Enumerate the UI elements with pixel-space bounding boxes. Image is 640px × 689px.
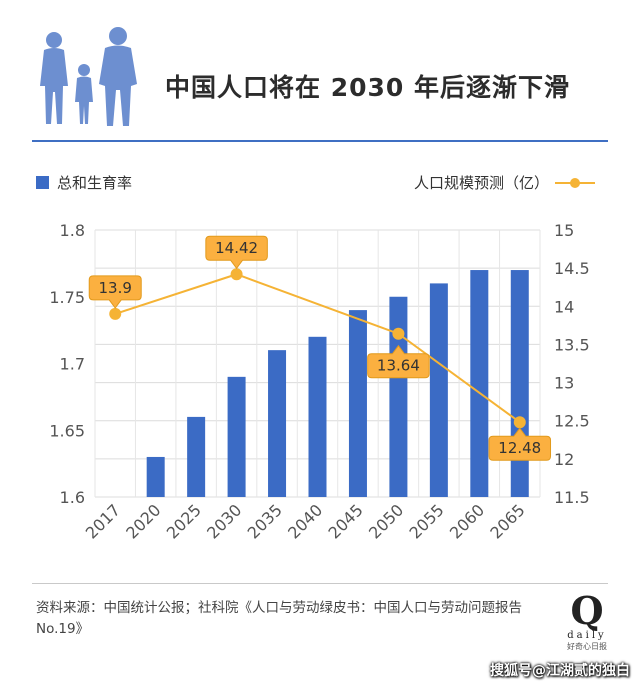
- line-point: [392, 327, 405, 340]
- logo-sub: 好奇心日报: [567, 642, 607, 651]
- x-tick-label: 2020: [122, 500, 164, 542]
- logo-letter: Q: [570, 588, 604, 633]
- bar: [227, 376, 246, 497]
- x-tick-label: 2025: [163, 500, 205, 542]
- population-line: [114, 273, 521, 424]
- brand-logo: Q daily 好奇心日报: [556, 592, 618, 652]
- line-legend-swatch: [555, 177, 596, 188]
- page-title: 中国人口将在 2030 年后逐渐下滑: [165, 73, 570, 102]
- data-label-text: 13.9: [99, 279, 132, 297]
- y-right-tick-label: 14: [554, 297, 574, 316]
- data-label-box: [367, 344, 430, 379]
- data-label: 12.48: [488, 427, 552, 461]
- data-label-box: [88, 275, 142, 309]
- x-tick-label: 2065: [486, 500, 528, 542]
- x-tick-label: 2030: [203, 500, 245, 542]
- data-label-text: 14.42: [215, 239, 258, 257]
- x-tick-label: 2060: [446, 500, 488, 542]
- bar: [268, 350, 287, 497]
- bar: [146, 456, 165, 497]
- legend-line: 人口规模预测（亿）: [414, 172, 596, 193]
- bar: [470, 270, 489, 497]
- data-label: 13.9: [88, 275, 142, 309]
- x-tick-label: 2017: [82, 500, 124, 542]
- bar-legend-label: 总和生育率: [57, 174, 133, 192]
- header-divider: [32, 140, 608, 142]
- bar: [429, 283, 448, 497]
- y-left-tick-label: 1.6: [60, 488, 85, 507]
- header: 中国人口将在 2030 年后逐渐下滑: [0, 0, 640, 142]
- watermark: 搜狐号@江湖贰的独白: [490, 663, 630, 679]
- chart: 13.9 14.42 13.64 12.48 1.6 1.65 1.7 1.75 1.8 11.…: [49, 221, 590, 543]
- data-label-box: [488, 427, 552, 461]
- y-right-tick-label: 15: [554, 221, 574, 240]
- line-point: [230, 268, 243, 281]
- bar: [308, 336, 327, 497]
- family-silhouette-icon: [40, 27, 137, 126]
- y-left-tick-label: 1.8: [60, 221, 85, 240]
- y-left-tick-label: 1.75: [49, 288, 85, 307]
- data-label-text: 12.48: [498, 439, 541, 457]
- bar-legend-swatch: [36, 176, 49, 189]
- line-legend-label: 人口规模预测（亿）: [414, 174, 550, 192]
- y-right-tick-label: 11.5: [554, 488, 590, 507]
- y-left-tick-label: 1.65: [49, 421, 85, 440]
- x-tick-label: 2045: [325, 500, 367, 542]
- bar: [348, 310, 367, 497]
- y-right-tick-label: 12.5: [554, 412, 590, 431]
- legend-bars: 总和生育率: [36, 172, 132, 193]
- x-tick-label: 2040: [284, 500, 326, 542]
- x-tick-label: 2050: [365, 500, 407, 542]
- logo-word: daily: [567, 630, 607, 641]
- y-left-tick-label: 1.7: [60, 355, 85, 374]
- bar: [389, 296, 408, 497]
- x-tick-label: 2055: [405, 500, 447, 542]
- footer-divider: [32, 583, 608, 584]
- data-label-text: 13.64: [377, 357, 420, 375]
- x-tick-label: 2035: [244, 500, 286, 542]
- data-label: 14.42: [205, 235, 268, 270]
- line-point: [513, 416, 526, 429]
- y-right-tick-label: 12: [554, 450, 574, 469]
- bar-layer: [146, 270, 529, 497]
- bar: [187, 416, 206, 497]
- source-note: 资料来源：中国统计公报；社科院《人口与劳动绿皮书：中国人口与劳动问题报告 No.…: [36, 600, 522, 637]
- data-label: 13.64: [367, 344, 430, 379]
- y-right-tick-label: 13.5: [554, 335, 590, 354]
- line-layer: 13.9 14.42 13.64 12.48: [88, 235, 552, 461]
- line-point: [109, 307, 122, 320]
- data-label-box: [205, 235, 268, 270]
- y-right-tick-label: 13: [554, 374, 574, 393]
- y-right-tick-label: 14.5: [554, 259, 590, 278]
- bar: [510, 270, 529, 497]
